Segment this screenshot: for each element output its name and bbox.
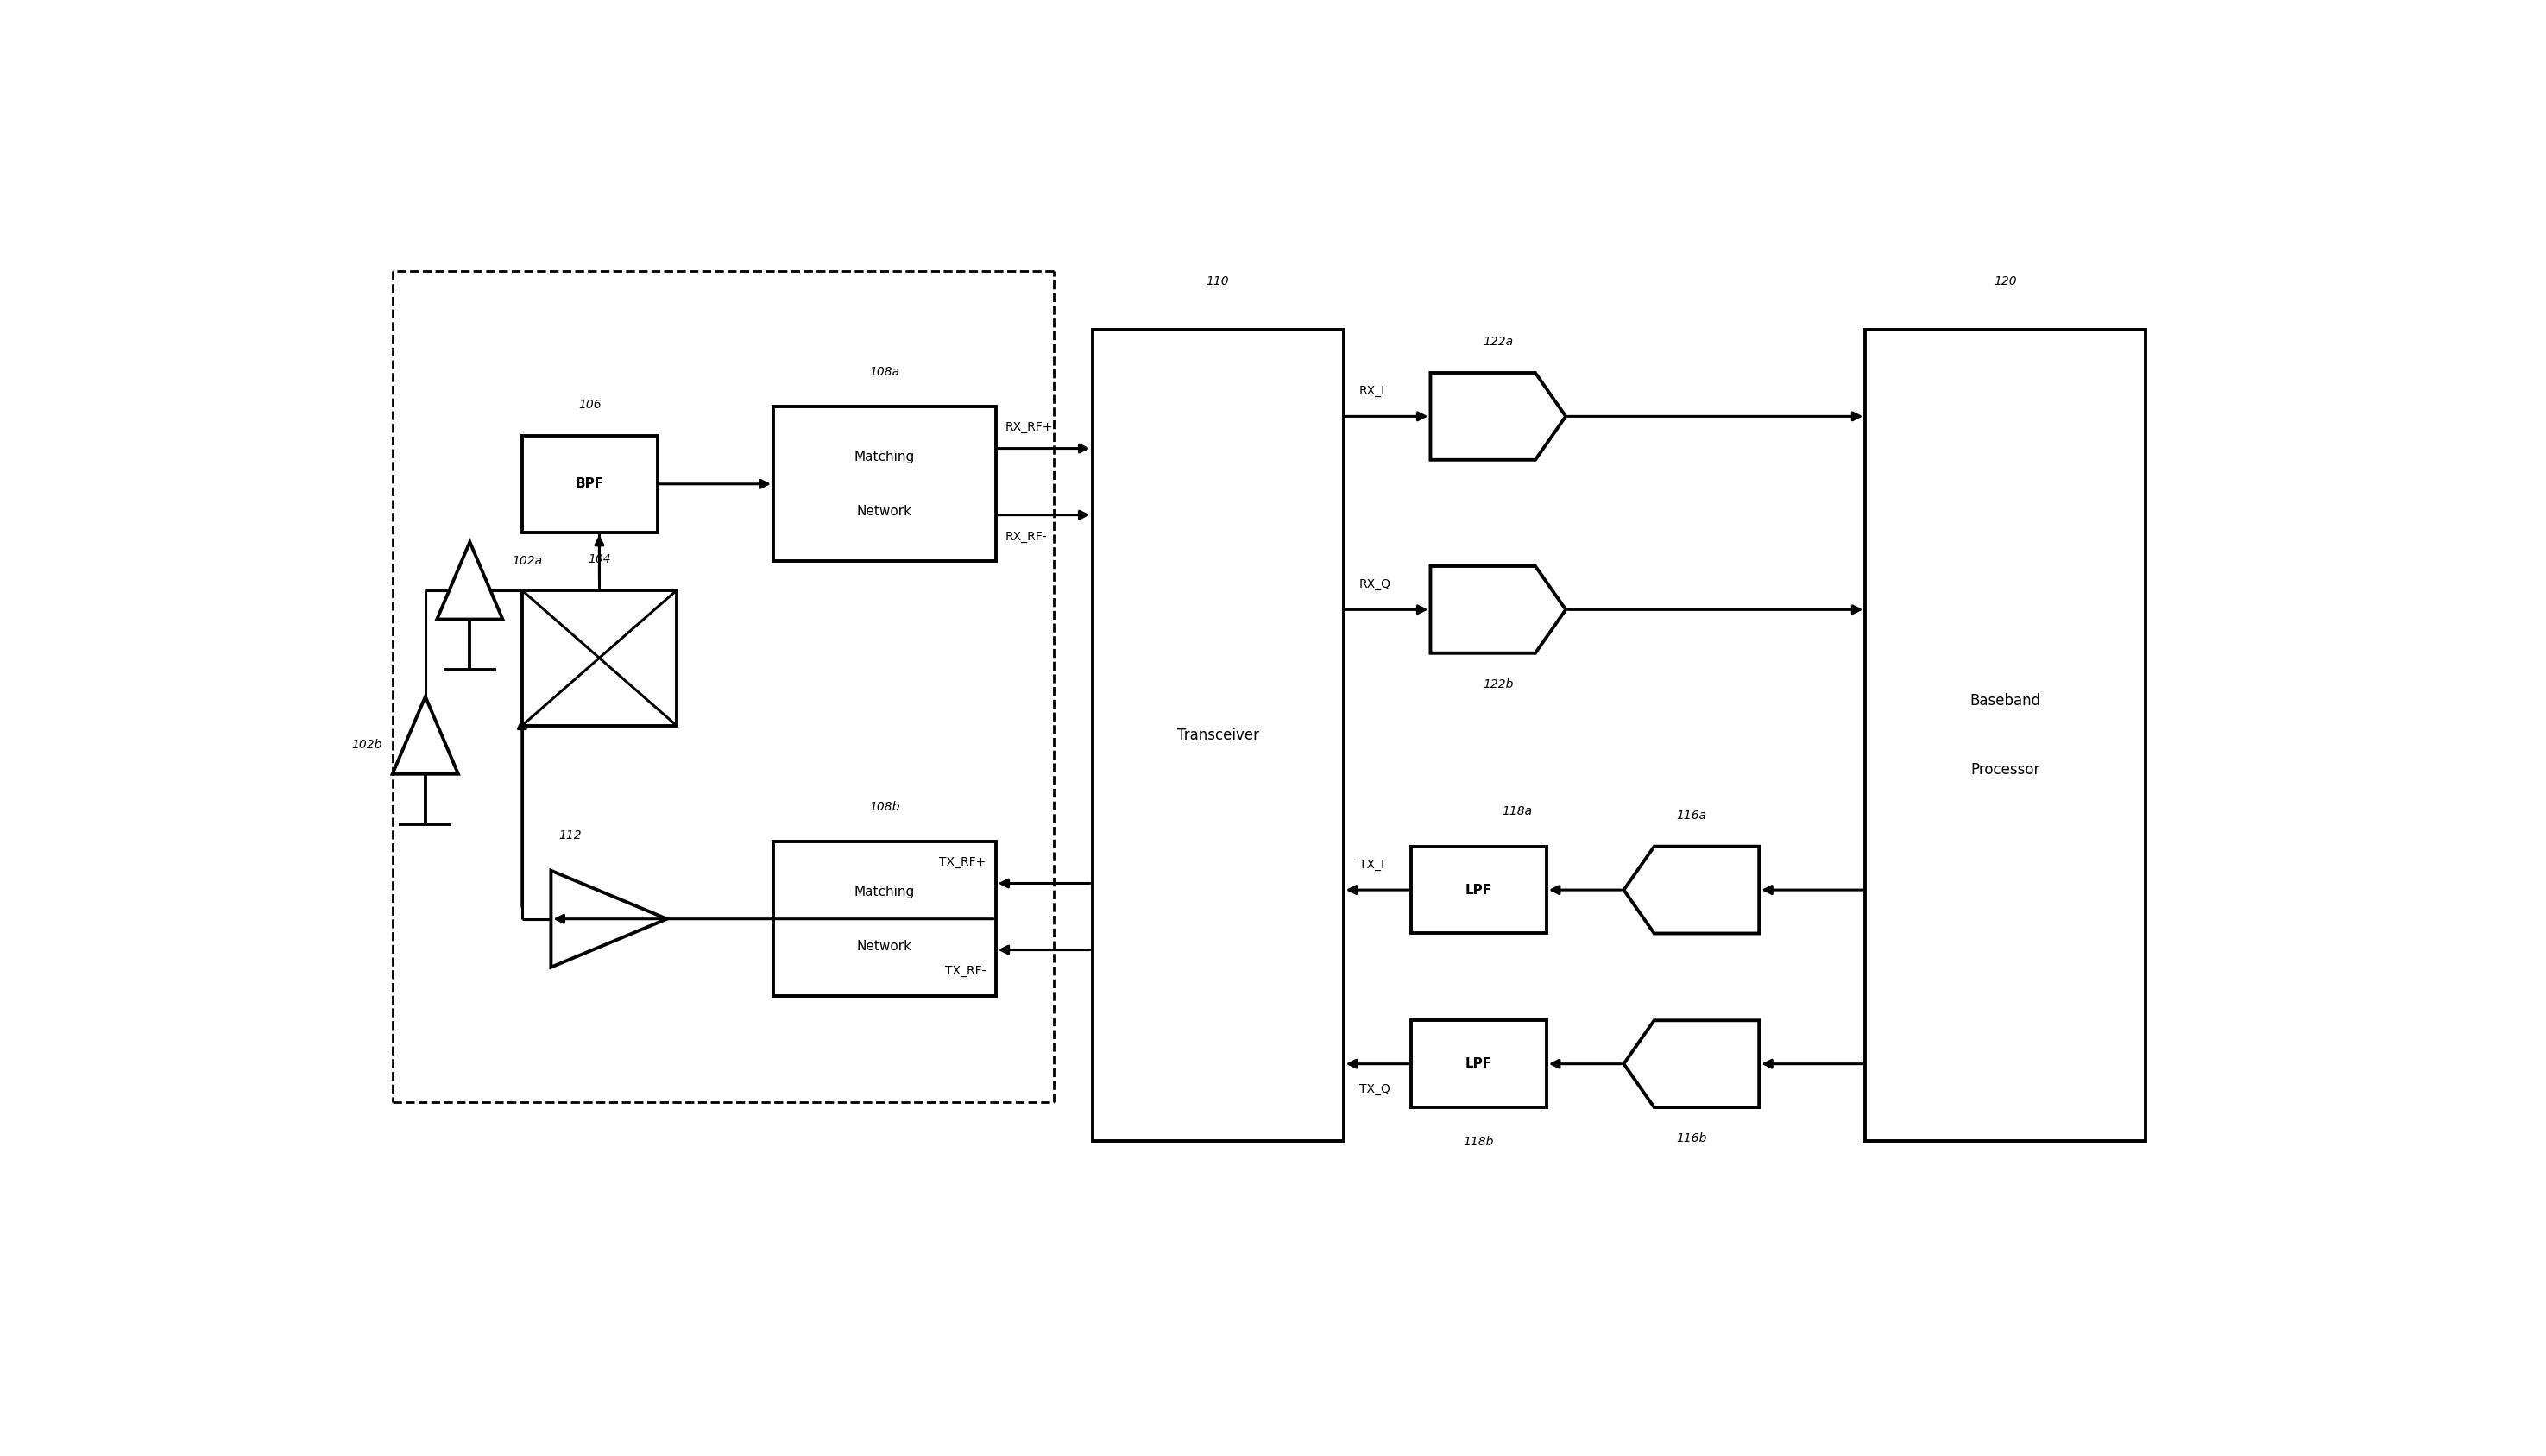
Text: 108a: 108a	[868, 365, 899, 379]
Text: 122a: 122a	[1482, 336, 1512, 348]
Bar	[1410, 1021, 1545, 1108]
Bar	[774, 842, 995, 996]
Text: Matching: Matching	[853, 885, 914, 898]
Polygon shape	[392, 696, 458, 775]
Polygon shape	[1624, 846, 1759, 933]
Text: DAC: DAC	[1685, 1057, 1716, 1070]
Text: RX_RF+: RX_RF+	[1006, 421, 1054, 432]
Text: 116a: 116a	[1675, 810, 1706, 821]
Text: TX_Q: TX_Q	[1360, 1083, 1390, 1095]
Text: LPF: LPF	[1466, 884, 1492, 897]
Text: 120: 120	[1994, 275, 2016, 287]
Text: TX_RF-: TX_RF-	[945, 965, 985, 977]
Text: Baseband: Baseband	[1971, 693, 2042, 708]
Text: Network: Network	[858, 939, 911, 952]
Polygon shape	[438, 542, 502, 619]
Text: Matching: Matching	[853, 450, 914, 463]
Text: PA: PA	[591, 913, 608, 926]
Text: 116b: 116b	[1675, 1133, 1706, 1144]
Polygon shape	[1431, 373, 1566, 460]
Text: DAC: DAC	[1685, 884, 1716, 897]
Text: 102a: 102a	[512, 555, 542, 568]
Text: 104: 104	[588, 553, 611, 565]
Text: Network: Network	[858, 505, 911, 517]
Text: 118a: 118a	[1502, 805, 1533, 818]
Text: 108b: 108b	[868, 801, 899, 812]
Text: RX_I: RX_I	[1360, 384, 1385, 397]
Text: TX_I: TX_I	[1360, 859, 1385, 871]
Bar	[774, 406, 995, 562]
Bar	[522, 590, 677, 725]
Bar	[1092, 329, 1344, 1142]
Polygon shape	[550, 871, 667, 967]
Text: RX_RF-: RX_RF-	[1006, 530, 1046, 543]
Text: ADC: ADC	[1474, 411, 1505, 422]
Text: ADC: ADC	[1474, 603, 1505, 616]
Bar	[522, 435, 657, 533]
Text: 122b: 122b	[1482, 678, 1512, 690]
Text: 106: 106	[578, 399, 601, 411]
Text: LPF: LPF	[1466, 1057, 1492, 1070]
Text: 102b: 102b	[351, 738, 382, 751]
Polygon shape	[1431, 566, 1566, 654]
Text: Transceiver: Transceiver	[1176, 728, 1258, 743]
Bar	[1866, 329, 2146, 1142]
Text: RX_Q: RX_Q	[1360, 578, 1390, 590]
Text: 118b: 118b	[1464, 1136, 1495, 1149]
Text: 112: 112	[558, 830, 583, 842]
Text: Processor: Processor	[1971, 763, 2039, 778]
Bar	[1410, 846, 1545, 933]
Text: 110: 110	[1207, 275, 1230, 287]
Text: TX_RF+: TX_RF+	[939, 856, 985, 868]
Text: BPF: BPF	[575, 478, 603, 491]
Polygon shape	[1624, 1021, 1759, 1108]
